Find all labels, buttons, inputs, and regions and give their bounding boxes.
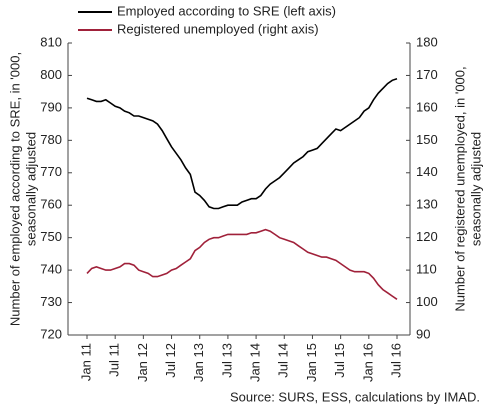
y-tick-label: 730 (40, 294, 62, 309)
x-tick-label: Jan 12 (135, 343, 150, 382)
y2-tick-label: 130 (416, 197, 438, 212)
legend-label: Registered unemployed (right axis) (117, 21, 319, 36)
y-tick-label: 800 (40, 67, 62, 82)
y2-tick-label: 160 (416, 99, 438, 114)
x-tick-label: Jul 14 (276, 343, 291, 378)
source-note: Source: SURS, ESS, calculations by IMAD. (230, 389, 480, 404)
x-tick-label: Jan 13 (191, 343, 206, 382)
y-tick-label: 810 (40, 34, 62, 49)
series-line (86, 228, 398, 300)
y2-tick-label: 140 (416, 164, 438, 179)
series-line (86, 77, 398, 210)
legend-label: Employed according to SRE (left axis) (117, 3, 336, 18)
x-tick-label: Jul 16 (388, 343, 403, 378)
x-tick-label: Jul 13 (219, 343, 234, 378)
y2-tick-label: 170 (416, 67, 438, 82)
y-tick-label: 790 (40, 99, 62, 114)
y-axis-label: seasonally adjusted (23, 132, 38, 246)
x-tick-label: Jul 12 (163, 343, 178, 378)
y2-tick-label: 150 (416, 132, 438, 147)
y2-axis-label: Number of registered unemployed, in '000… (452, 66, 467, 311)
x-tick-label: Jul 11 (107, 343, 122, 377)
y-tick-label: 760 (40, 197, 62, 212)
y-tick-label: 720 (40, 326, 62, 341)
y-tick-label: 780 (40, 132, 62, 147)
y2-axis-label: seasonally adjusted (468, 132, 483, 246)
x-tick-label: Jan 15 (304, 343, 319, 382)
y-axis-label: Number of employed according to SRE, in … (7, 52, 22, 326)
x-tick-label: Jan 14 (248, 343, 263, 382)
y-tick-label: 750 (40, 229, 62, 244)
x-tick-label: Jan 11 (78, 343, 93, 381)
y2-tick-label: 180 (416, 34, 438, 49)
y2-tick-label: 90 (416, 326, 430, 341)
x-tick-label: Jan 16 (360, 343, 375, 382)
y-tick-label: 740 (40, 262, 62, 277)
x-tick-label: Jul 15 (332, 343, 347, 378)
y2-tick-label: 110 (416, 262, 437, 277)
y2-tick-label: 120 (416, 229, 438, 244)
y2-tick-label: 100 (416, 294, 438, 309)
y-tick-label: 770 (40, 164, 62, 179)
